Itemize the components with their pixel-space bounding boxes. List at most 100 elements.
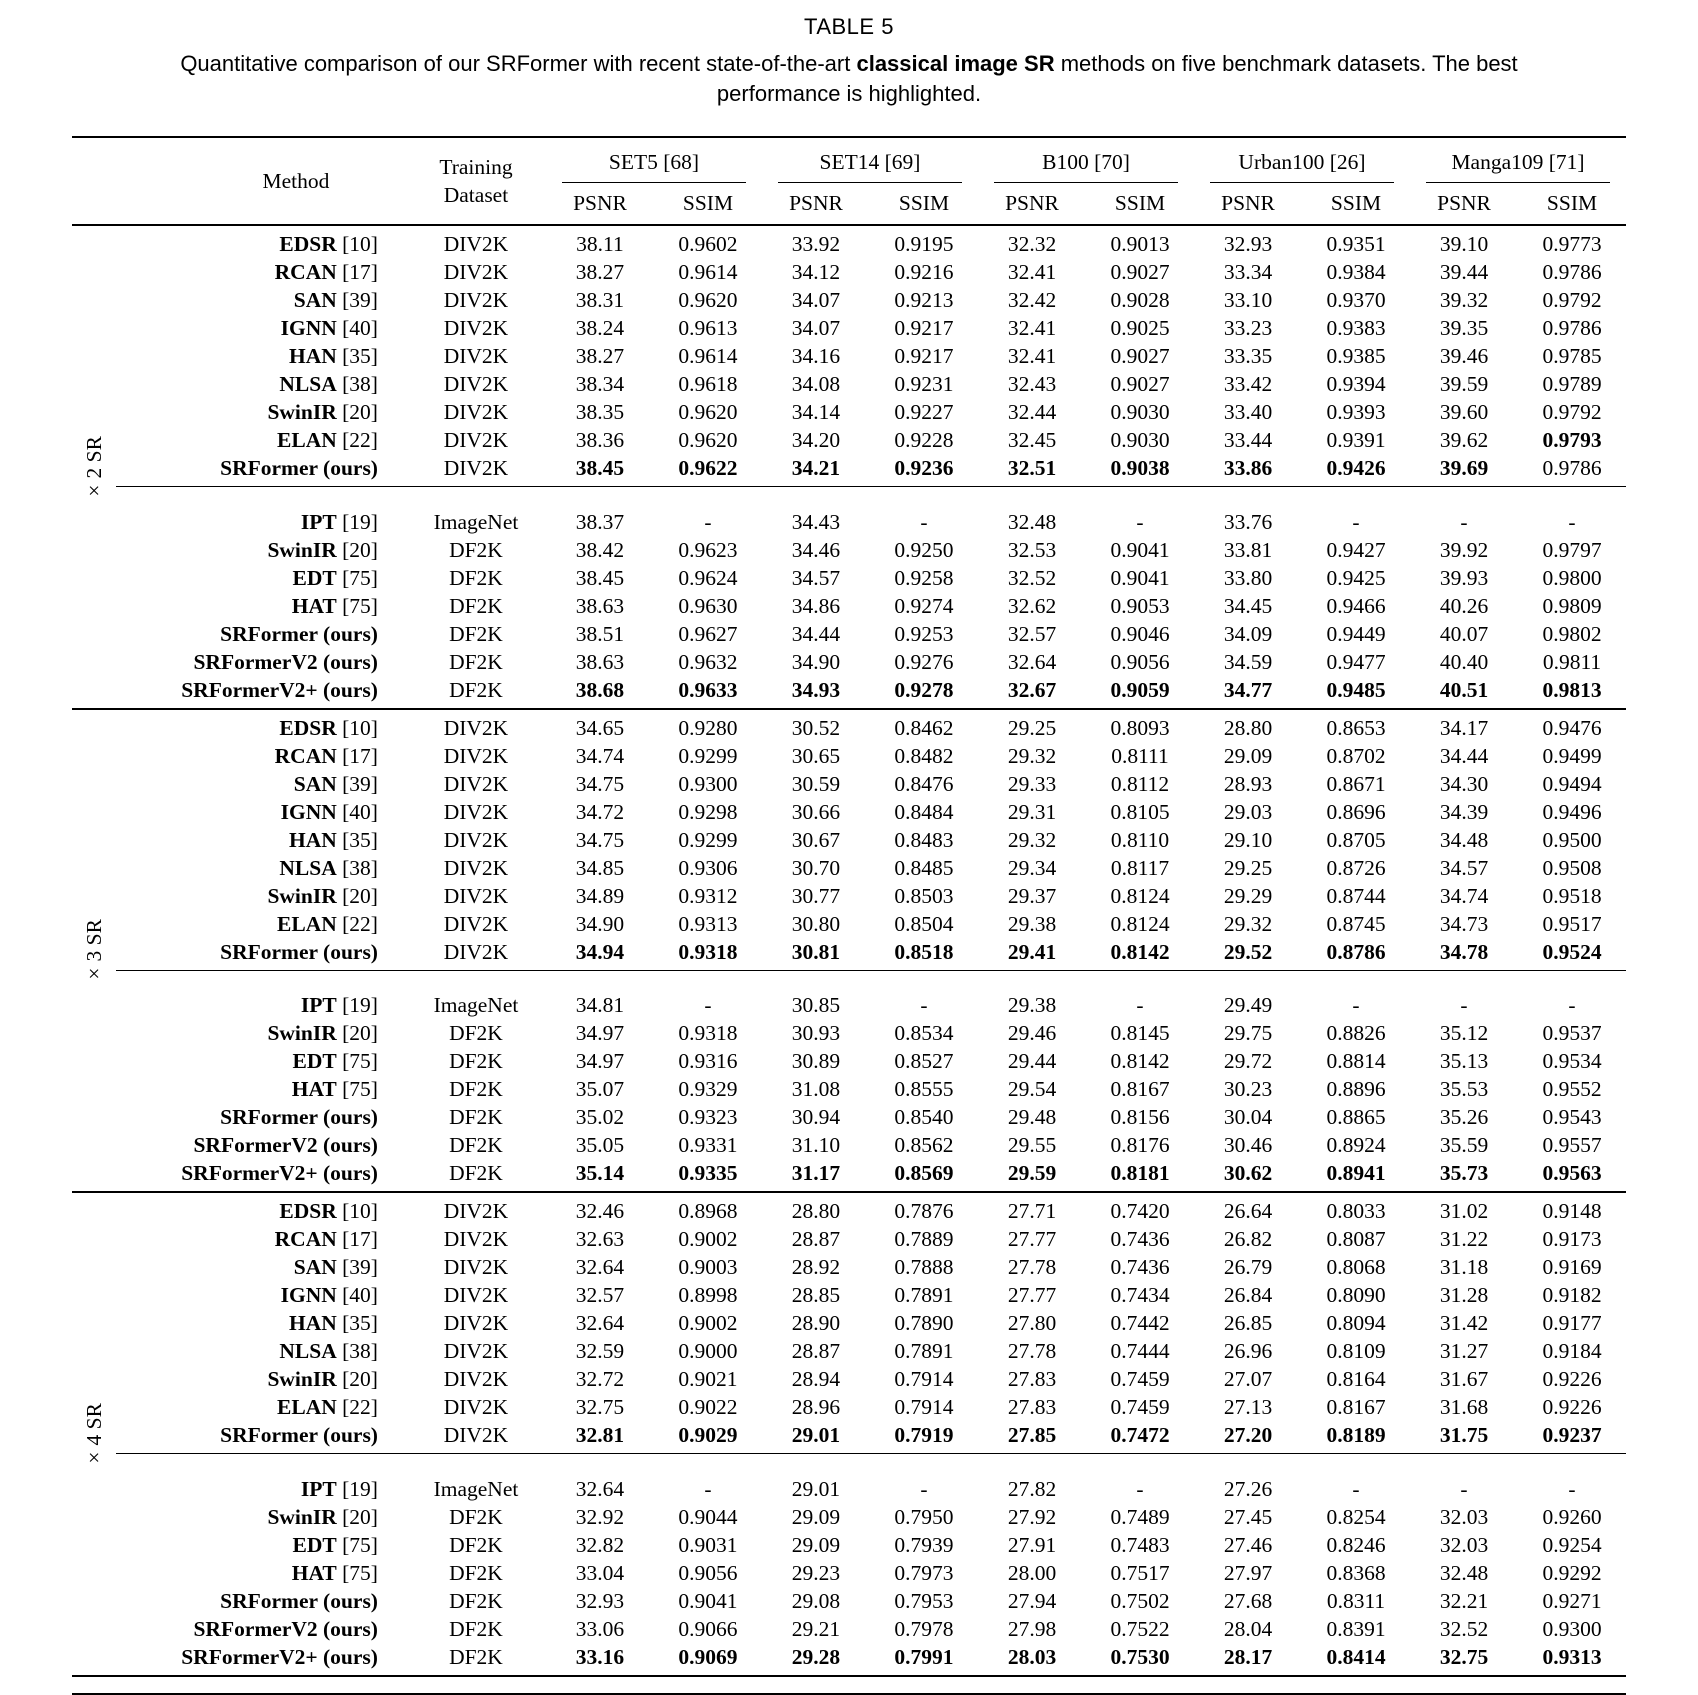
psnr-cell: 30.46: [1223, 1133, 1273, 1157]
psnr-cell: 34.72: [575, 799, 625, 824]
ssim-cell: 0.9253: [894, 621, 954, 646]
psnr-cell: 27.77: [1007, 1227, 1057, 1251]
method-cell: NLSA [38]: [279, 1339, 378, 1363]
ssim-cell: 0.9021: [678, 1367, 738, 1391]
training-dataset-cell: DIV2K: [443, 456, 509, 480]
table-row: ELAN [22] DIV2K 34.90 0.9313 30.80 0.8504 29.3…: [72, 910, 1626, 938]
psnr-cell: 40.51: [1439, 677, 1489, 702]
ssim-cell: 0.9228: [894, 428, 954, 452]
ssim-cell: 0.9323: [678, 1105, 738, 1129]
psnr-cell: 34.57: [791, 565, 841, 590]
psnr-cell: 28.94: [791, 1367, 841, 1391]
ssim-cell: 0.9029: [678, 1423, 738, 1447]
ssim-cell: 0.9030: [1110, 428, 1170, 452]
psnr-cell: 31.68: [1439, 1395, 1489, 1419]
table-row: SwinIR [20] DF2K 34.97 0.9318 30.93 0.8534 29.…: [72, 1019, 1626, 1047]
ssim-cell: 0.7489: [1110, 1504, 1170, 1529]
psnr-cell: 28.17: [1223, 1644, 1273, 1669]
psnr-cell: 32.41: [1007, 344, 1057, 368]
psnr-cell: 28.92: [791, 1255, 841, 1279]
ssim-cell: 0.9313: [1542, 1644, 1602, 1669]
psnr-cell: 34.12: [791, 260, 841, 284]
training-dataset-cell: DF2K: [449, 537, 503, 562]
table-row: SRFormerV2 (ours) DF2K 33.06 0.9066 29.21 0.7…: [72, 1615, 1626, 1643]
ssim-cell: 0.9563: [1542, 1161, 1602, 1185]
training-dataset-cell: DF2K: [449, 1616, 503, 1641]
method-name: SRFormerV2+ (ours): [181, 1644, 378, 1669]
ssim-cell: 0.8527: [894, 1049, 954, 1073]
method-cell: SRFormer (ours): [116, 620, 406, 648]
psnr-cell: 29.25: [1007, 715, 1057, 740]
ssim-cell: 0.8112: [1110, 771, 1170, 796]
ssim-cell: 0.9177: [1542, 1311, 1602, 1335]
psnr-cell: 34.78: [1439, 939, 1489, 964]
psnr-cell: 35.53: [1439, 1077, 1489, 1101]
ssim-cell: -: [1352, 993, 1360, 1017]
psnr-cell: 29.49: [1223, 993, 1273, 1017]
psnr-cell: 32.64: [575, 1311, 625, 1335]
ssim-cell: 0.7953: [894, 1588, 954, 1613]
method-cell: EDT [75]: [292, 1049, 378, 1073]
ssim-cell: 0.8093: [1110, 715, 1170, 740]
method-name: SAN: [293, 288, 337, 312]
psnr-cell: 29.41: [1007, 939, 1057, 964]
ssim-cell: 0.8105: [1110, 799, 1170, 824]
method-name: IPT: [300, 1476, 337, 1501]
ssim-cell: 0.9041: [678, 1588, 738, 1613]
ssim-cell: 0.9066: [678, 1616, 738, 1641]
method-name: IGNN: [280, 1283, 337, 1307]
ssim-cell: 0.9041: [1110, 565, 1170, 590]
psnr-cell: 35.05: [575, 1133, 625, 1157]
method-cell: IGNN [40]: [280, 799, 378, 824]
ssim-cell: 0.9056: [678, 1560, 738, 1585]
psnr-cell: 29.09: [791, 1504, 841, 1529]
psnr-cell: 40.40: [1439, 649, 1489, 674]
psnr-cell: 27.20: [1223, 1423, 1273, 1447]
ssim-cell: 0.9195: [894, 232, 954, 256]
ssim-cell: 0.9792: [1542, 400, 1602, 424]
ssim-cell: 0.9312: [678, 883, 738, 908]
ssim-cell: -: [920, 993, 928, 1017]
method-cell: NLSA [38]: [279, 855, 378, 880]
psnr-cell: 31.42: [1439, 1311, 1489, 1335]
method-name: SwinIR: [267, 400, 337, 424]
ssim-cell: 0.8941: [1326, 1161, 1386, 1185]
psnr-cell: 31.22: [1439, 1227, 1489, 1251]
training-dataset-cell: DIV2K: [443, 1283, 509, 1307]
training-dataset-cell: DF2K: [449, 1105, 503, 1129]
ssim-cell: 0.9633: [678, 677, 738, 702]
caption-text-bold: classical image SR: [856, 51, 1055, 76]
ssim-cell: 0.8368: [1326, 1560, 1386, 1585]
table-row: ×4 SR EDSR [10] DIV2K 32.46 0.8968 28.80 0.787…: [72, 1192, 1626, 1469]
table-row: RCAN [17] DIV2K 32.63 0.9002 28.87 0.7889 27.7…: [72, 1225, 1626, 1253]
psnr-cell: 32.82: [575, 1532, 625, 1557]
psnr-cell: 39.44: [1439, 260, 1489, 284]
ssim-cell: 0.9027: [1110, 260, 1170, 284]
psnr-cell: 30.80: [791, 911, 841, 936]
ssim-cell: 0.8814: [1326, 1049, 1386, 1073]
psnr-cell: 31.28: [1439, 1283, 1489, 1307]
method-cell: IPT [19]: [300, 509, 378, 534]
psnr-cell: 35.73: [1439, 1161, 1489, 1185]
method-cell: SwinIR [20]: [267, 1021, 378, 1045]
psnr-cell: 38.63: [575, 593, 625, 618]
psnr-cell: 29.21: [791, 1616, 841, 1641]
method-name: EDSR: [279, 715, 337, 740]
ssim-cell: 0.8485: [894, 855, 954, 880]
ssim-cell: 0.7420: [1110, 1199, 1170, 1223]
method-name: SRFormer (ours): [220, 939, 378, 964]
psnr-cell: 29.23: [791, 1560, 841, 1585]
ssim-cell: 0.7444: [1110, 1339, 1170, 1363]
ssim-cell: 0.7891: [894, 1339, 954, 1363]
ssim-cell: 0.9517: [1542, 911, 1602, 936]
table-row: SwinIR [20] DIV2K 34.89 0.9312 30.77 0.8503 29…: [72, 882, 1626, 910]
psnr-cell: 34.07: [791, 316, 841, 340]
ssim-cell: 0.9182: [1542, 1283, 1602, 1307]
psnr-cell: 29.75: [1223, 1021, 1273, 1045]
table-bottom-rule: [72, 1692, 1626, 1695]
training-dataset-cell: DIV2K: [443, 372, 509, 396]
psnr-cell: 38.11: [576, 232, 624, 256]
ssim-cell: 0.9280: [678, 715, 738, 740]
psnr-cell: 34.43: [791, 509, 841, 534]
psnr-cell: 29.33: [1007, 771, 1057, 796]
